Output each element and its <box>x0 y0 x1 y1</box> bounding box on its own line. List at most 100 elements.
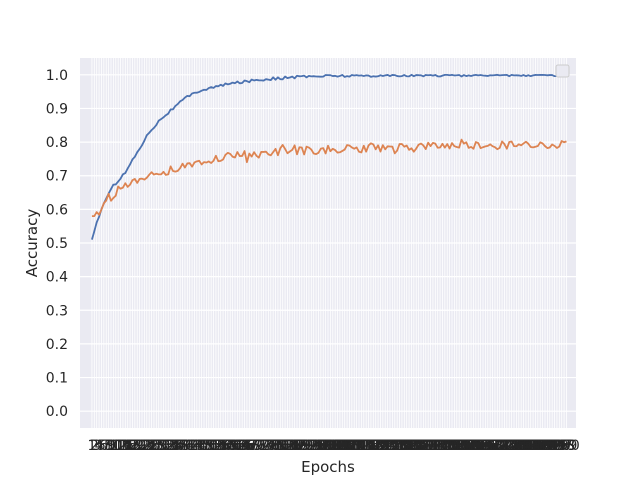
x-tick-label: 114 <box>348 438 375 454</box>
x-tick-label: 78 <box>267 438 285 454</box>
x-tick-label: 57 <box>217 438 235 454</box>
x-tick-label: 96 <box>310 438 328 454</box>
x-tick-label: 1 <box>87 438 96 454</box>
x-tick-label: 97 <box>312 438 330 454</box>
x-tick-label: 64 <box>233 438 251 454</box>
x-tick-label: 68 <box>243 438 261 454</box>
x-tick-label: 170 <box>482 438 509 454</box>
x-tick-label: 95 <box>307 438 325 454</box>
x-tick-label: 32 <box>157 438 175 454</box>
x-tick-label: 173 <box>489 438 516 454</box>
x-tick-label: 119 <box>360 438 387 454</box>
x-tick-label: 142 <box>415 438 442 454</box>
x-tick-label: 12 <box>109 438 127 454</box>
x-tick-label: 77 <box>264 438 282 454</box>
x-tick-label: 140 <box>410 438 437 454</box>
x-tick-label: 41 <box>178 438 196 454</box>
x-tick-label: 17 <box>121 438 139 454</box>
x-tick-label: 133 <box>393 438 420 454</box>
x-tick-label: 126 <box>377 438 404 454</box>
x-tick-label: 67 <box>240 438 258 454</box>
x-tick-label: 60 <box>224 438 242 454</box>
x-tick-label: 25 <box>140 438 158 454</box>
x-tick-label: 158 <box>453 438 480 454</box>
x-tick-label: 147 <box>427 438 454 454</box>
x-tick-label: 59 <box>221 438 239 454</box>
x-tick-label: 188 <box>524 438 551 454</box>
x-tick-labels: 1234567891011121314151617181920212223242… <box>87 438 579 454</box>
series-line-2 <box>91 138 567 217</box>
y-tick-label: 0.6 <box>46 202 68 218</box>
x-tick-label: 55 <box>212 438 230 454</box>
x-tick-label: 198 <box>548 438 575 454</box>
y-tick-label: 0.2 <box>46 337 68 353</box>
x-tick-label: 26 <box>143 438 161 454</box>
x-tick-label: 45 <box>188 438 206 454</box>
x-tick-label: 88 <box>290 438 308 454</box>
x-tick-label: 31 <box>155 438 173 454</box>
x-tick-label: 80 <box>271 438 289 454</box>
x-tick-label: 91 <box>298 438 316 454</box>
x-tick-label: 47 <box>193 438 211 454</box>
x-tick-label: 98 <box>314 438 332 454</box>
x-tick-label: 200 <box>553 438 580 454</box>
x-tick-label: 20 <box>128 438 146 454</box>
x-tick-label: 151 <box>436 438 463 454</box>
x-tick-label: 74 <box>257 438 275 454</box>
x-tick-label: 152 <box>439 438 466 454</box>
legend-box <box>555 64 570 78</box>
x-tick-label: 61 <box>226 438 244 454</box>
x-tick-label: 93 <box>302 438 320 454</box>
x-tick-label: 131 <box>389 438 416 454</box>
x-tick-label: 24 <box>138 438 156 454</box>
x-tick-label: 52 <box>205 438 223 454</box>
x-tick-label: 132 <box>391 438 418 454</box>
y-tick-label: 0.3 <box>46 303 68 319</box>
x-tick-label: 187 <box>522 438 549 454</box>
x-tick-label: 148 <box>429 438 456 454</box>
x-tick-label: 69 <box>245 438 263 454</box>
x-tick-label: 193 <box>536 438 563 454</box>
x-tick-label: 101 <box>317 438 344 454</box>
x-tick-label: 143 <box>417 438 444 454</box>
x-tick-label: 21 <box>131 438 149 454</box>
x-tick-label: 100 <box>315 438 342 454</box>
y-tick-label: 0.4 <box>46 270 68 286</box>
x-tick-label: 184 <box>515 438 542 454</box>
x-tick-label: 181 <box>508 438 535 454</box>
x-tick-label: 121 <box>365 438 392 454</box>
x-tick-label: 75 <box>259 438 277 454</box>
x-tick-label: 106 <box>329 438 356 454</box>
x-tick-label: 89 <box>293 438 311 454</box>
x-tick-label: 176 <box>496 438 523 454</box>
x-tick-label: 58 <box>219 438 237 454</box>
x-tick-label: 157 <box>451 438 478 454</box>
x-tick-label: 35 <box>164 438 182 454</box>
x-tick-label: 134 <box>396 438 423 454</box>
x-tick-label: 122 <box>367 438 394 454</box>
x-tick-label: 109 <box>336 438 363 454</box>
x-tick-label: 128 <box>381 438 408 454</box>
x-tick-label: 72 <box>252 438 270 454</box>
y-tick-label: 0.0 <box>46 404 68 420</box>
x-tick-label: 159 <box>455 438 482 454</box>
x-tick-label: 87 <box>288 438 306 454</box>
x-tick-label: 33 <box>159 438 177 454</box>
x-tick-label: 105 <box>327 438 354 454</box>
x-tick-label: 191 <box>532 438 559 454</box>
x-tick-label: 149 <box>431 438 458 454</box>
x-tick-label: 70 <box>248 438 266 454</box>
x-tick-label: 46 <box>190 438 208 454</box>
x-tick-label: 4 <box>95 438 104 454</box>
x-tick-label: 84 <box>281 438 299 454</box>
x-tick-label: 178 <box>501 438 528 454</box>
x-tick-label: 175 <box>493 438 520 454</box>
x-tick-label: 135 <box>398 438 425 454</box>
x-tick-label: 137 <box>403 438 430 454</box>
x-tick-label: 195 <box>541 438 568 454</box>
x-tick-label: 164 <box>467 438 494 454</box>
x-tick-label: 76 <box>262 438 280 454</box>
x-tick-label: 18 <box>124 438 142 454</box>
x-tick-label: 16 <box>119 438 137 454</box>
